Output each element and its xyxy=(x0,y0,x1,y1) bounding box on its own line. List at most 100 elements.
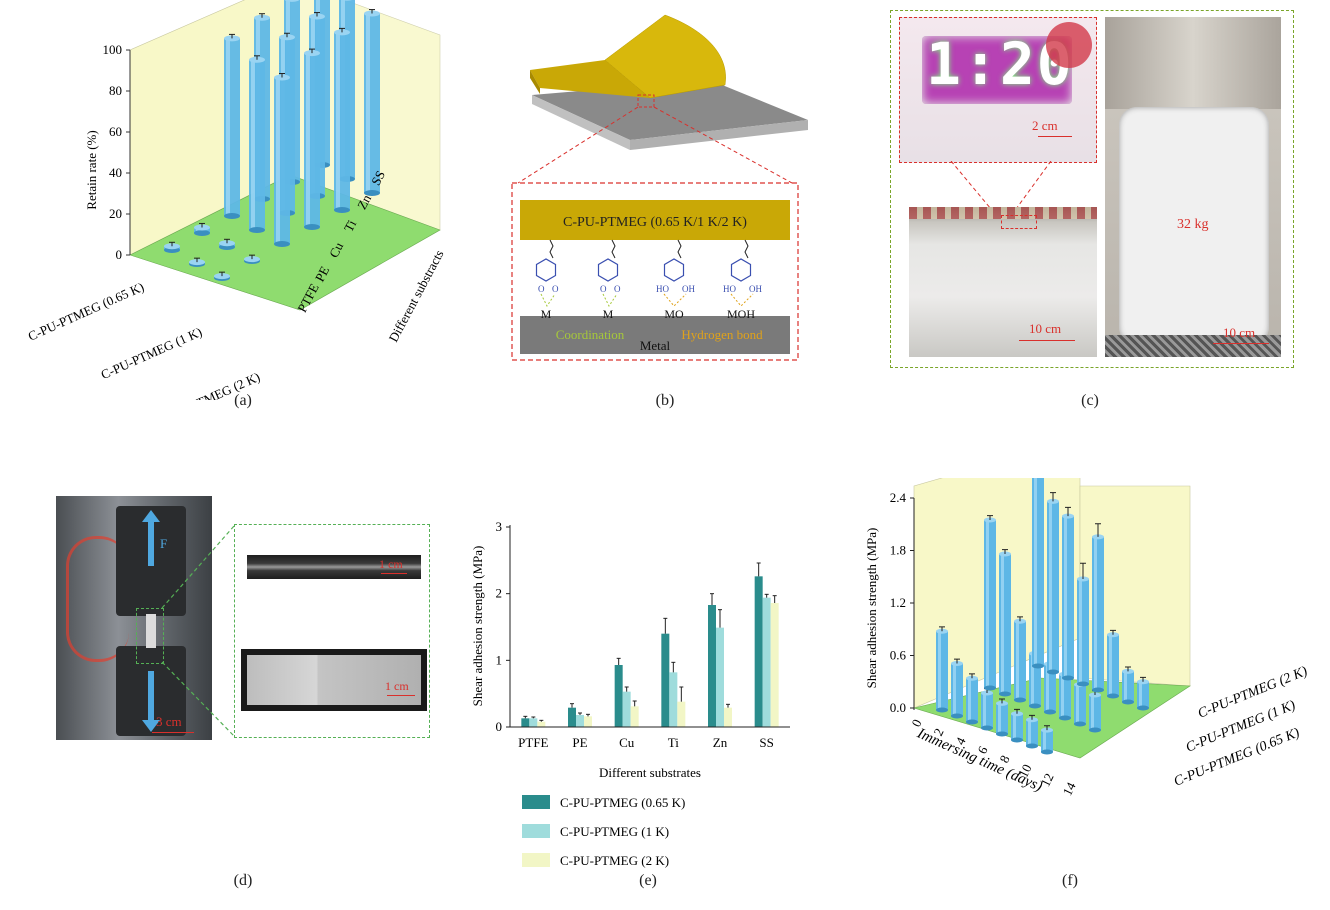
bar xyxy=(661,633,670,727)
y-axis-label: Shear adhesion strength (MPa) xyxy=(864,528,879,689)
cylinder-top xyxy=(284,0,300,2)
cylinder-bar xyxy=(1107,629,1119,699)
bar xyxy=(584,716,592,727)
catechol-group: O O M xyxy=(535,239,559,321)
hydrogen-bond xyxy=(730,293,754,307)
cylinder-bar xyxy=(244,254,260,264)
cylinder-body xyxy=(1107,634,1119,696)
cylinder-bar xyxy=(1011,708,1023,743)
cylinder-bar xyxy=(364,9,380,196)
y-tick-label: 2.4 xyxy=(890,490,907,505)
cylinder-highlight xyxy=(1031,653,1034,706)
cylinder-bar xyxy=(214,271,230,281)
cylinder-bar xyxy=(1032,450,1044,669)
cylinder-bar xyxy=(249,55,265,233)
hydroxyl-label: OH xyxy=(682,284,695,294)
force-label: F xyxy=(160,536,168,551)
cylinder-base xyxy=(304,224,320,230)
bar xyxy=(716,627,724,727)
inset-connector xyxy=(950,161,1052,210)
cylinder-bar xyxy=(194,222,210,236)
polymer-layer-label: C-PU-PTMEG (0.65 K/1 K/2 K) xyxy=(563,215,747,230)
benzene-ring xyxy=(597,258,619,282)
panel-d: F 3 cm 1 cm 1 cm xyxy=(38,496,438,746)
substrate-front xyxy=(630,120,808,150)
y-tick-label: 60 xyxy=(109,124,122,139)
metal-site-label: M xyxy=(541,307,552,321)
cylinder-highlight xyxy=(306,53,310,227)
cylinder-base xyxy=(224,213,240,219)
x-tick-label: Ti xyxy=(668,735,679,750)
y-tick-label: 20 xyxy=(109,206,122,221)
cylinder-bar xyxy=(189,257,205,267)
cylinder-highlight xyxy=(953,663,956,716)
bottom-scale-label: 1 cm xyxy=(385,679,409,693)
bar xyxy=(762,597,771,727)
x-tick-label: PTFE xyxy=(518,735,548,750)
bar xyxy=(568,707,576,727)
cylinder-base xyxy=(1011,737,1023,743)
coordination-bond xyxy=(602,293,618,307)
y-tick-label: 1 xyxy=(496,652,503,667)
caption-e: (e) xyxy=(639,872,657,889)
cylinder-bar xyxy=(164,241,180,253)
cylinder-base xyxy=(1047,669,1059,675)
metal-label: Metal xyxy=(640,338,671,353)
linker xyxy=(611,239,616,259)
cylinder-bar xyxy=(334,27,350,213)
substrate-label: PE xyxy=(312,264,332,284)
cylinder-highlight xyxy=(1139,681,1142,708)
cylinder-base xyxy=(1074,721,1086,727)
cylinder-highlight xyxy=(1124,671,1127,702)
metal-site-label: MOH xyxy=(727,307,755,321)
cylinder-body xyxy=(1059,674,1071,718)
cylinder-highlight xyxy=(1061,674,1064,718)
main-scale-label: 3 cm xyxy=(156,714,182,729)
panel-e: 0 1 2 3 PTFE PE Cu Ti Zn SS Shear adhesion stren… xyxy=(460,505,820,895)
substrate-label: Cu xyxy=(326,239,347,260)
sample-marker xyxy=(136,608,164,664)
cylinder-highlight xyxy=(226,38,230,217)
retain-rate-3d-bar-chart: 0 20 40 60 80 100 Retain rate (%) C-PU-PTMEG … xyxy=(26,0,447,427)
cylinder-body xyxy=(951,663,963,716)
container-photo-side: 10 cm xyxy=(909,207,1097,357)
catechol-group: HO OH MOH xyxy=(723,239,762,321)
cylinder-bar xyxy=(1077,562,1089,687)
cylinder-bar xyxy=(1047,492,1059,675)
benzene-ring xyxy=(663,258,685,282)
cylinder-top xyxy=(341,0,353,1)
cylinder-highlight xyxy=(938,631,941,710)
legend-swatch xyxy=(522,795,550,809)
legend-label: C-PU-PTMEG (2 K) xyxy=(560,853,669,868)
cylinder-base xyxy=(996,731,1008,737)
cylinder-highlight xyxy=(1094,536,1097,690)
cylinder-highlight xyxy=(336,32,340,211)
hydroxyl-label: HO xyxy=(723,284,736,294)
y-tick-label: 0 xyxy=(496,719,503,734)
substrate-label: Zn xyxy=(354,192,374,212)
cylinder-body xyxy=(1089,695,1101,730)
cylinder-body xyxy=(1014,621,1026,700)
cylinder-highlight xyxy=(968,678,971,722)
tensile-tester-photo: F 3 cm xyxy=(56,496,212,740)
bar xyxy=(537,721,546,727)
photo2-scale-label: 10 cm xyxy=(1223,325,1256,340)
cylinder-base xyxy=(1089,727,1101,733)
bar xyxy=(669,672,678,727)
catechol-group: O O M xyxy=(597,239,621,321)
cylinder-body xyxy=(1032,468,1044,666)
catechol-group: HO OH MO xyxy=(656,239,695,321)
hydroxyl-label: OH xyxy=(749,284,762,294)
bar xyxy=(677,701,686,727)
cylinder-base xyxy=(1107,693,1119,699)
cylinder-highlight xyxy=(196,227,200,233)
bar xyxy=(521,718,530,727)
cylinder-highlight xyxy=(1001,554,1004,694)
substrate-side xyxy=(532,95,630,150)
cylinder-base xyxy=(1014,697,1026,703)
coordination-label: Coordination xyxy=(556,327,625,342)
cylinder-bar xyxy=(1122,666,1134,705)
cylinder-highlight xyxy=(1046,663,1049,712)
substrate-top xyxy=(532,80,808,140)
